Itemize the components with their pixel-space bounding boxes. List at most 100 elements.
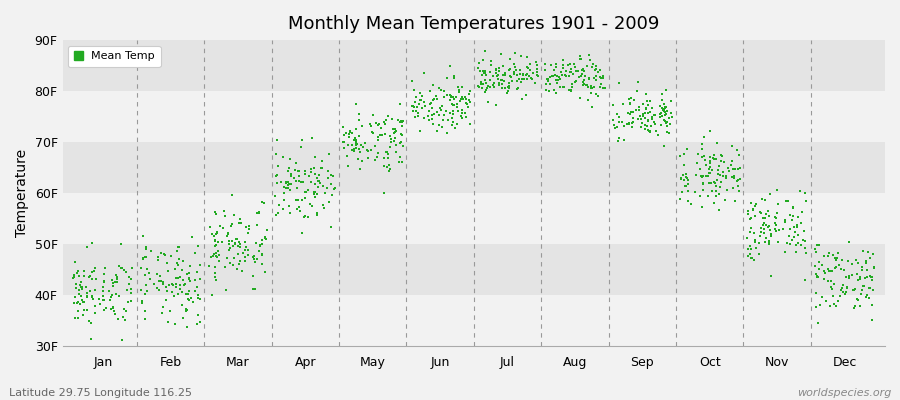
Point: [218, 212, 232, 219]
Point: [170, 262, 184, 268]
Point: [822, 249, 836, 256]
Point: [645, 105, 660, 111]
Point: [220, 233, 235, 239]
Point: [507, 71, 521, 78]
Point: [503, 73, 517, 80]
Point: [241, 247, 256, 254]
Point: [593, 67, 608, 73]
Point: [786, 204, 800, 211]
Point: [227, 212, 241, 218]
Point: [381, 113, 395, 119]
Point: [304, 179, 319, 185]
Point: [495, 77, 509, 83]
Point: [559, 68, 573, 75]
Point: [741, 253, 755, 259]
Point: [565, 70, 580, 77]
Point: [596, 85, 610, 92]
Point: [502, 83, 517, 90]
Point: [136, 256, 150, 262]
Point: [520, 54, 535, 60]
Point: [515, 96, 529, 102]
Point: [173, 286, 187, 292]
Point: [624, 95, 638, 101]
Point: [282, 165, 296, 172]
Point: [381, 154, 395, 161]
Point: [847, 305, 861, 311]
Point: [725, 142, 740, 149]
Point: [181, 296, 195, 302]
Point: [284, 173, 299, 179]
Point: [288, 167, 302, 174]
Point: [695, 174, 709, 180]
Point: [212, 252, 226, 258]
Point: [797, 228, 812, 234]
Point: [322, 199, 337, 206]
Point: [589, 63, 603, 69]
Point: [828, 257, 842, 264]
Point: [421, 113, 436, 120]
Point: [478, 70, 492, 76]
Point: [426, 120, 440, 127]
Point: [216, 225, 230, 231]
Point: [168, 281, 183, 287]
Point: [810, 272, 824, 279]
Point: [376, 155, 391, 161]
Point: [271, 210, 285, 216]
Point: [530, 73, 544, 80]
Point: [348, 142, 363, 148]
Point: [455, 84, 470, 90]
Point: [658, 112, 672, 119]
Point: [741, 208, 755, 214]
Point: [741, 210, 755, 217]
Point: [459, 114, 473, 120]
Point: [761, 223, 776, 230]
Point: [382, 132, 397, 139]
Point: [453, 98, 467, 104]
Point: [498, 70, 512, 76]
Point: [202, 263, 216, 269]
Point: [834, 266, 849, 272]
Point: [222, 246, 237, 253]
Point: [866, 287, 880, 294]
Point: [227, 255, 241, 261]
Point: [853, 303, 868, 309]
Point: [477, 77, 491, 83]
Point: [684, 201, 698, 208]
Point: [555, 62, 570, 68]
Point: [446, 101, 460, 107]
Point: [170, 248, 184, 254]
Point: [134, 287, 148, 293]
Point: [67, 300, 81, 306]
Point: [371, 134, 385, 140]
Point: [230, 243, 245, 250]
Point: [797, 276, 812, 283]
Point: [663, 121, 678, 127]
Point: [316, 183, 330, 189]
Point: [609, 124, 624, 130]
Point: [298, 168, 312, 174]
Point: [582, 74, 597, 81]
Point: [443, 97, 457, 103]
Point: [589, 90, 603, 97]
Point: [499, 72, 513, 78]
Point: [377, 131, 392, 138]
Point: [209, 276, 223, 283]
Point: [458, 94, 473, 100]
Point: [598, 85, 612, 91]
Point: [172, 256, 186, 262]
Point: [406, 103, 420, 110]
Point: [714, 152, 728, 158]
Point: [688, 172, 703, 178]
Point: [630, 116, 644, 123]
Point: [787, 234, 801, 240]
Point: [165, 281, 179, 287]
Point: [76, 297, 90, 304]
Point: [68, 281, 83, 287]
Point: [568, 64, 582, 71]
Point: [255, 199, 269, 206]
Point: [543, 81, 557, 88]
Point: [209, 231, 223, 237]
Point: [271, 163, 285, 170]
Point: [748, 239, 762, 245]
Point: [206, 252, 220, 259]
